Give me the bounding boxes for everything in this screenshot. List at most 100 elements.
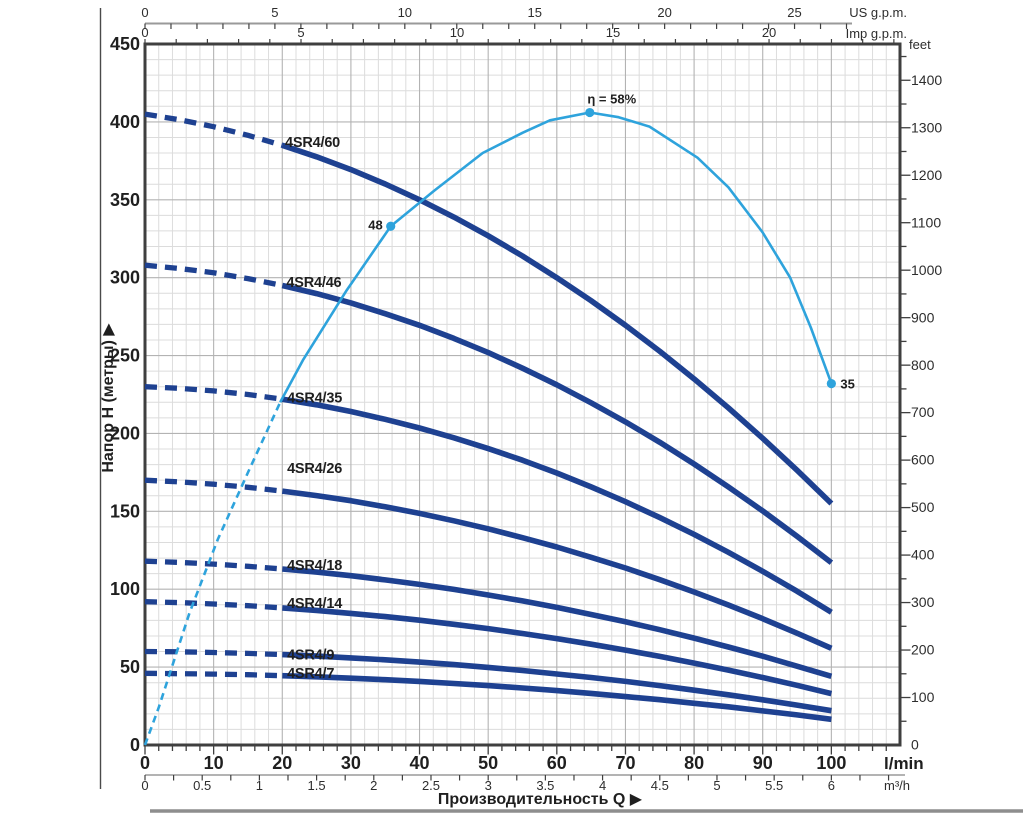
tick-label-feet: 1000 xyxy=(911,262,942,278)
unit-label-m3h: m³/h xyxy=(884,778,910,793)
tick-label-meters: 150 xyxy=(110,501,140,521)
tick-label-usgpm: 10 xyxy=(398,5,412,20)
tick-label-lmin: 100 xyxy=(816,753,846,773)
tick-label-feet: 500 xyxy=(911,499,935,515)
efficiency-curve-dashed xyxy=(143,401,282,746)
tick-label-lmin: 90 xyxy=(753,753,773,773)
curve-label-4SR4/35: 4SR4/35 xyxy=(287,390,342,406)
tick-label-feet: 1200 xyxy=(911,167,942,183)
tick-label-meters: 50 xyxy=(120,657,140,677)
tick-label-m3h: 1 xyxy=(256,778,263,793)
tick-label-lmin: 70 xyxy=(615,753,635,773)
curve-label-4SR4/14: 4SR4/14 xyxy=(287,596,342,612)
pump-curve-4SR4/46 xyxy=(281,282,834,565)
unit-label-feet: feet xyxy=(909,37,931,52)
tick-label-lmin: 80 xyxy=(684,753,704,773)
efficiency-marker xyxy=(585,107,595,118)
curve-label-4SR4/60: 4SR4/60 xyxy=(285,135,340,151)
pump-curve-dashed-4SR4/26 xyxy=(144,477,283,494)
tick-label-feet: 300 xyxy=(911,594,935,610)
tick-label-meters: 350 xyxy=(110,190,140,210)
chart-generated-layer: 0 10 20 30 40 50 60 70 80 90 1000 0.5 1 1.5 2 2.5 3 3.5 4 4… xyxy=(110,5,942,793)
tick-label-m3h: 3 xyxy=(485,778,492,793)
efficiency-marker-label: 35 xyxy=(840,377,854,392)
tick-label-feet: 1100 xyxy=(911,214,941,230)
tick-label-lmin: 50 xyxy=(478,753,498,773)
pump-curve-4SR4/60 xyxy=(281,142,834,506)
unit-label-lmin: l/min xyxy=(884,754,924,773)
tick-label-m3h: 0.5 xyxy=(193,778,211,793)
tick-label-impgpm: 15 xyxy=(606,25,620,40)
tick-label-feet: 400 xyxy=(911,547,935,563)
tick-label-feet: 100 xyxy=(911,689,935,705)
tick-label-usgpm: 25 xyxy=(787,5,801,20)
pump-curve-4SR4/35 xyxy=(281,396,833,615)
tick-label-impgpm: 0 xyxy=(141,25,148,40)
tick-label-lmin: 30 xyxy=(341,753,361,773)
tick-label-meters: 100 xyxy=(110,579,140,599)
tick-label-m3h: 5 xyxy=(713,778,720,793)
tick-label-m3h: 3.5 xyxy=(536,778,554,793)
tick-label-m3h: 5.5 xyxy=(765,778,783,793)
pump-curve-dashed-4SR4/46 xyxy=(144,262,283,289)
efficiency-marker xyxy=(826,378,836,389)
pump-curve-dashed-4SR4/60 xyxy=(144,111,284,148)
pump-curve-4SR4/9 xyxy=(282,651,832,714)
pump-curve-4SR4/7 xyxy=(282,672,832,723)
tick-label-lmin: 10 xyxy=(204,753,224,773)
tick-label-usgpm: 5 xyxy=(271,5,278,20)
efficiency-marker-label: η = 58% xyxy=(587,92,636,107)
curve-label-4SR4/7: 4SR4/7 xyxy=(287,666,334,682)
tick-label-meters: 400 xyxy=(110,112,140,132)
pump-curve-dashed-4SR4/18 xyxy=(144,558,283,572)
pump-curve-4SR4/14 xyxy=(282,605,833,697)
tick-label-usgpm: 15 xyxy=(527,5,541,20)
pump-curve-dashed-4SR4/14 xyxy=(144,599,283,611)
curve-label-4SR4/46: 4SR4/46 xyxy=(286,275,341,291)
unit-label-imp-gpm: Imp g.p.m. xyxy=(846,26,907,41)
tick-label-m3h: 1.5 xyxy=(308,778,326,793)
tick-label-meters: 300 xyxy=(110,268,140,288)
tick-label-m3h: 4 xyxy=(599,778,606,793)
tick-label-impgpm: 5 xyxy=(297,25,304,40)
pump-curve-dashed-4SR4/35 xyxy=(144,384,283,402)
tick-label-m3h: 2.5 xyxy=(422,778,440,793)
tick-label-lmin: 0 xyxy=(140,753,150,773)
tick-label-lmin: 60 xyxy=(547,753,567,773)
curve-label-4SR4/26: 4SR4/26 xyxy=(287,461,342,477)
pump-curve-dashed-4SR4/9 xyxy=(144,648,283,658)
efficiency-marker-label: 48 xyxy=(368,217,382,232)
plot-border xyxy=(143,42,902,747)
tick-label-usgpm: 0 xyxy=(141,5,148,20)
x-axis-title: Производительность Q ▶ xyxy=(438,791,643,808)
tick-label-m3h: 2 xyxy=(370,778,377,793)
tick-label-feet: 600 xyxy=(911,452,935,468)
curve-label-4SR4/9: 4SR4/9 xyxy=(287,647,334,663)
tick-label-feet: 0 xyxy=(911,737,919,753)
tick-label-meters: 450 xyxy=(110,34,140,54)
tick-label-lmin: 20 xyxy=(272,753,292,773)
tick-label-impgpm: 10 xyxy=(450,25,464,40)
pump-curve-4SR4/18 xyxy=(282,566,833,679)
pump-curve-dashed-4SR4/7 xyxy=(144,670,283,679)
tick-label-feet: 1300 xyxy=(911,119,942,135)
tick-label-feet: 900 xyxy=(911,309,935,325)
unit-label-us-gpm: US g.p.m. xyxy=(849,5,907,20)
tick-label-usgpm: 20 xyxy=(657,5,671,20)
tick-label-meters: 200 xyxy=(110,423,140,443)
tick-label-m3h: 0 xyxy=(141,778,148,793)
tick-label-lmin: 40 xyxy=(410,753,430,773)
pump-curve-4SR4/26 xyxy=(281,488,833,651)
tick-label-feet: 700 xyxy=(911,404,935,420)
tick-label-meters: 0 xyxy=(130,735,140,755)
tick-label-feet: 200 xyxy=(911,642,935,658)
tick-label-meters: 250 xyxy=(110,346,140,366)
tick-label-impgpm: 20 xyxy=(762,25,776,40)
tick-label-m3h: 4.5 xyxy=(651,778,669,793)
y-axis-title: Напор H (метры) ▶ xyxy=(100,323,117,473)
curve-label-4SR4/18: 4SR4/18 xyxy=(287,558,342,574)
efficiency-marker xyxy=(386,221,396,231)
tick-label-feet: 800 xyxy=(911,357,935,373)
tick-label-m3h: 6 xyxy=(828,778,835,793)
